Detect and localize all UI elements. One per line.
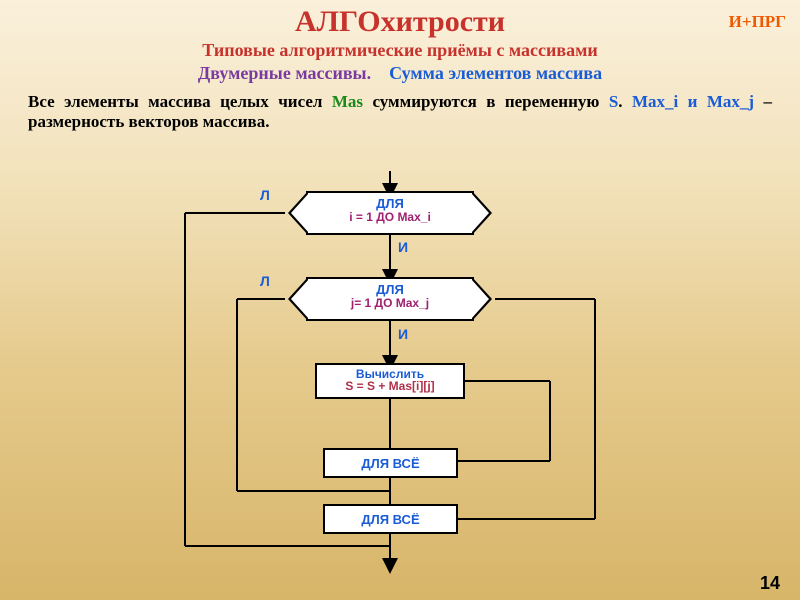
endloop-i-box: ДЛЯ ВСЁ xyxy=(323,504,458,534)
edge-label-I1: И xyxy=(398,239,408,255)
loop-i-line2: i = 1 ДО Max_i xyxy=(308,210,472,224)
page-number: 14 xyxy=(760,573,780,594)
loop-j-line2: j= 1 ДО Max_j xyxy=(308,296,472,310)
loop-i-hex: ДЛЯ i = 1 ДО Max_i xyxy=(306,191,474,235)
edge-label-I2: И xyxy=(398,326,408,342)
compute-box: Вычислить S = S + Mas[i][j] xyxy=(315,363,465,399)
endloop-j-label: ДЛЯ ВСЁ xyxy=(325,456,456,471)
endloop-i-label: ДЛЯ ВСЁ xyxy=(325,512,456,527)
para-seg-3: . xyxy=(618,92,632,111)
loop-j-hex: ДЛЯ j= 1 ДО Max_j xyxy=(306,277,474,321)
para-max: Max_i и Max_j xyxy=(632,92,754,111)
description-paragraph: Все элементы массива целых чисел Mas сум… xyxy=(28,92,772,133)
loop-j-line1: ДЛЯ xyxy=(308,282,472,297)
corner-label: И+ПРГ xyxy=(729,12,786,32)
endloop-j-box: ДЛЯ ВСЁ xyxy=(323,448,458,478)
flowchart: ДЛЯ i = 1 ДО Max_i ДЛЯ j= 1 ДО Max_j Выч… xyxy=(0,171,800,581)
page-title: АЛГОхитрости xyxy=(0,6,800,38)
para-mas: Mas xyxy=(332,92,363,111)
para-S: S xyxy=(609,92,618,111)
edge-label-L2: Л xyxy=(260,273,270,289)
compute-line2: S = S + Mas[i][j] xyxy=(317,379,463,393)
subtitle-2-right: Сумма элементов массива xyxy=(389,63,602,83)
para-seg-1: Все элементы массива целых чисел xyxy=(28,92,332,111)
subtitle-2-left: Двумерные массивы. xyxy=(198,63,371,83)
subtitle-1: Типовые алгоритмические приёмы с массива… xyxy=(0,40,800,61)
subtitle-2: Двумерные массивы. Сумма элементов масси… xyxy=(0,63,800,84)
loop-i-line1: ДЛЯ xyxy=(308,196,472,211)
edge-label-L1: Л xyxy=(260,187,270,203)
para-seg-2: суммируются в переменную xyxy=(363,92,609,111)
